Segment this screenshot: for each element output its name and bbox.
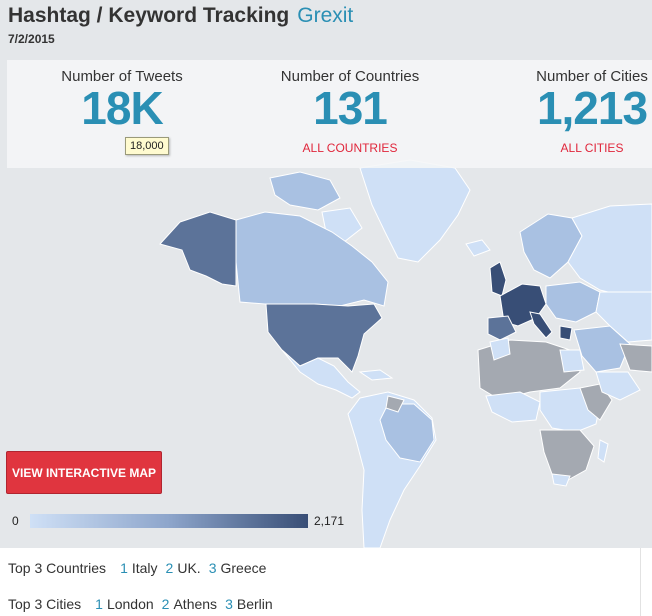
rank-number: 2 — [165, 560, 174, 576]
all-countries-link[interactable]: ALL COUNTRIES — [302, 141, 398, 155]
map-region-greece — [559, 325, 573, 341]
city-name: London — [106, 596, 154, 612]
top-cities-label: Top 3 Cities — [8, 596, 82, 612]
map-region-brazil — [379, 403, 435, 463]
map-region-canada — [235, 211, 389, 307]
rank-number: 3 — [225, 596, 233, 612]
map-region-venezuela — [385, 395, 405, 413]
top-countries-label: Top 3 Countries — [8, 560, 107, 576]
map-region-morocco — [489, 337, 511, 361]
map-region-greenland — [359, 159, 471, 263]
map-region-uk — [489, 261, 507, 297]
top-country-item[interactable]: 1 Italy — [120, 560, 157, 576]
top-country-item[interactable]: 3 Greece — [209, 560, 267, 576]
stat-countries: Number of Countries 131 ALL COUNTRIES — [275, 68, 425, 155]
page-header: Hashtag / Keyword Tracking Grexit 7/2/20… — [8, 4, 353, 46]
rank-number: 3 — [208, 560, 217, 576]
all-cities-link[interactable]: ALL CITIES — [560, 141, 624, 155]
map-region-iberia — [487, 315, 517, 341]
map-region-central-asia — [595, 291, 652, 343]
city-name: Athens — [173, 596, 218, 612]
page-title: Hashtag / Keyword Tracking — [8, 4, 290, 27]
rank-number: 2 — [161, 596, 170, 612]
stat-countries-value: 131 — [313, 82, 388, 134]
stat-countries-label: Number of Countries — [280, 68, 420, 85]
map-region-italy — [529, 311, 553, 339]
report-date: 7/2/2015 — [8, 32, 55, 46]
tweets-tooltip: 18,000 — [125, 137, 169, 155]
top-country-item[interactable]: 2 UK. — [166, 560, 201, 576]
divider — [640, 548, 641, 616]
map-region-arabia — [595, 371, 641, 401]
map-region-arctic-islands — [269, 171, 341, 211]
map-region-iceland — [465, 239, 491, 257]
map-region-iran — [619, 343, 652, 373]
legend-min-value: 0 — [12, 514, 19, 528]
tracked-keyword: Grexit — [297, 4, 354, 27]
legend-color-scale — [30, 514, 308, 528]
stat-tweets: Number of Tweets 18K — [57, 68, 187, 131]
country-name: UK. — [177, 560, 201, 576]
top-city-item[interactable]: 3 Berlin — [225, 596, 273, 612]
map-region-mexico — [281, 349, 361, 399]
stat-tweets-value[interactable]: 18K — [81, 82, 163, 134]
choropleth-map — [159, 159, 652, 548]
map-region-alaska — [159, 211, 237, 287]
country-name: Greece — [220, 560, 267, 576]
map-region-west-africa — [485, 391, 541, 423]
city-name: Berlin — [236, 596, 273, 612]
map-region-egypt — [559, 349, 585, 373]
top-city-item[interactable]: 1 London — [95, 596, 154, 612]
rank-number: 1 — [120, 560, 128, 576]
top-city-item[interactable]: 2 Athens — [162, 596, 217, 612]
top-cities: Top 3 Cities 1 London 2 Athens 3 Berlin — [8, 596, 281, 612]
map-region-eastern-europe — [545, 281, 601, 323]
top-countries: Top 3 Countries 1 Italy 2 UK. 3 Greece — [8, 560, 274, 576]
view-interactive-map-button[interactable]: VIEW INTERACTIVE MAP — [6, 451, 162, 494]
stat-tweets-label: Number of Tweets — [61, 68, 183, 85]
map-legend: 0 2,171 — [12, 514, 344, 528]
legend-max-value: 2,171 — [314, 514, 345, 528]
title-row: Hashtag / Keyword Tracking Grexit — [8, 4, 353, 28]
map-region-south-africa — [551, 473, 571, 487]
map-region-madagascar — [597, 439, 609, 463]
map-region-caribbean — [358, 369, 394, 381]
stat-cities: Number of Cities 1,213 ALL CITIES — [517, 68, 652, 155]
map-region-southern-africa — [539, 429, 595, 481]
stat-cities-value: 1,213 — [536, 82, 648, 134]
country-name: Italy — [131, 560, 158, 576]
rank-number: 1 — [95, 596, 103, 612]
stats-panel: Number of Tweets 18K Number of Countries… — [7, 60, 652, 168]
world-map[interactable]: Number of Tweets 18K Number of Countries… — [0, 0, 652, 548]
stat-cities-label: Number of Cities — [536, 68, 648, 85]
